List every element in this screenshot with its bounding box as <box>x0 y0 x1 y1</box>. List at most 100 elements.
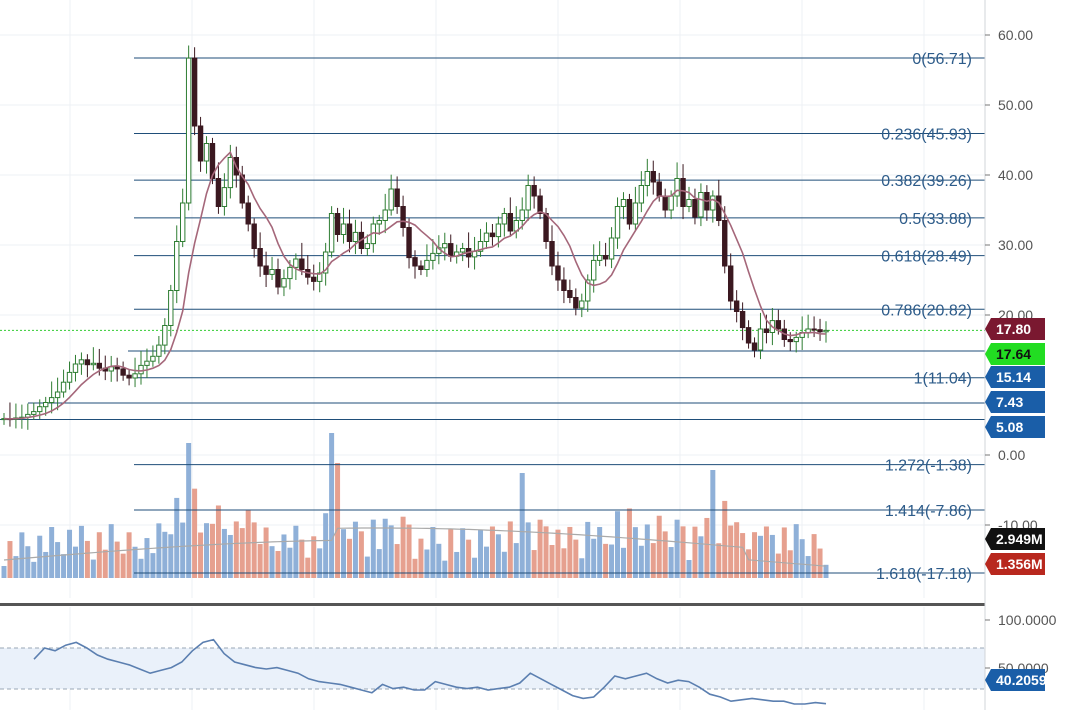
volume-bar <box>329 433 335 578</box>
volume-bar <box>442 560 448 578</box>
candle-body <box>185 57 192 204</box>
volume-bar <box>561 548 567 578</box>
candle-body <box>120 368 126 376</box>
candle-body <box>352 231 359 242</box>
candle-body <box>632 202 639 225</box>
volume-bar <box>406 524 412 578</box>
volume-bar <box>323 513 329 578</box>
candle-body <box>179 202 186 242</box>
candle-body <box>418 265 424 270</box>
fib-level-label: 0.236(45.93) <box>881 126 972 143</box>
volume-bar <box>174 497 180 578</box>
candle-body <box>316 272 323 282</box>
volume-bars <box>1 433 829 578</box>
volume-bar <box>198 532 204 578</box>
volume-bar <box>90 559 96 578</box>
price-badge <box>985 366 1045 388</box>
candle-body <box>364 243 371 250</box>
candle-body <box>42 402 49 408</box>
volume-bar <box>620 547 626 578</box>
candle-body <box>48 397 55 404</box>
price-badge <box>985 669 1045 691</box>
volume-bar <box>394 544 400 578</box>
volume-bar <box>13 556 19 578</box>
moving-average <box>3 150 827 420</box>
volume-bar <box>472 557 478 578</box>
candle-body <box>579 300 585 309</box>
price-badges: 17.80 17.64 15.14 7.43 5.08 2.949M 1.356M 40.20… <box>985 318 1047 691</box>
volume-bar <box>525 522 531 578</box>
volume-bar <box>662 531 668 578</box>
candle-body <box>590 259 597 281</box>
candle-body <box>340 223 347 235</box>
candle-body <box>221 187 228 208</box>
price-badge <box>985 553 1045 575</box>
volume-bar <box>251 522 257 578</box>
volume-bar <box>227 534 233 578</box>
candle-body <box>215 178 222 207</box>
candle-body <box>519 209 525 221</box>
candle-body <box>644 171 651 186</box>
price-badge-label: 15.14 <box>996 369 1031 385</box>
volume-bar <box>1 566 7 578</box>
volume-bar <box>204 523 210 578</box>
volume-bar <box>656 515 662 578</box>
candle-body <box>626 199 633 225</box>
candle-body <box>412 257 418 267</box>
volume-bar <box>400 516 406 578</box>
candle-body <box>573 297 579 309</box>
candle-body <box>448 243 454 257</box>
candle-body <box>66 371 73 383</box>
price-ma-line <box>3 150 827 420</box>
volume-bar <box>311 536 317 578</box>
volume-bar <box>626 508 632 578</box>
candle-body <box>257 248 263 267</box>
volume-bar <box>787 550 793 578</box>
volume-bar <box>597 527 603 578</box>
volume-bar <box>609 544 615 578</box>
price-tick-label: 60.00 <box>998 27 1033 43</box>
candle-body <box>716 195 722 221</box>
rsi-line <box>33 638 827 705</box>
candle-body <box>775 320 782 330</box>
volume-bar <box>799 539 805 578</box>
volume-bar <box>811 534 817 578</box>
candle-body <box>162 325 168 346</box>
rsi-band <box>0 648 985 689</box>
candle-body <box>656 181 662 197</box>
volume-bar <box>180 522 186 578</box>
candle-body <box>84 359 91 366</box>
candle-body <box>430 252 436 261</box>
volume-bar <box>555 529 561 578</box>
candle-body <box>442 243 448 249</box>
price-badge <box>985 343 1045 365</box>
volume-bar <box>448 529 454 578</box>
candle-body <box>150 355 156 362</box>
volume-bar <box>84 540 90 578</box>
candle-body <box>674 178 680 197</box>
candle-body <box>346 223 353 242</box>
volume-bar <box>746 549 752 578</box>
candle-body <box>424 259 430 270</box>
volume-bar <box>638 545 644 578</box>
candle-body <box>132 373 138 379</box>
rsi-tick-label: 100.0000 <box>998 612 1057 628</box>
fib-level-label: 1(11.04) <box>914 371 972 388</box>
candle-body <box>537 195 543 214</box>
candle-body <box>733 300 740 312</box>
candle-body <box>245 202 251 225</box>
volume-bar <box>72 546 78 578</box>
candle-body <box>710 195 716 211</box>
candle-body <box>334 213 341 235</box>
candle-body <box>602 255 609 260</box>
fib-level-label: 1.272(-1.38) <box>885 458 972 475</box>
volume-bar <box>752 532 758 578</box>
volume-bar <box>25 546 31 578</box>
volume-bar <box>49 527 55 578</box>
volume-bar <box>335 463 341 578</box>
candle-body <box>501 213 508 225</box>
candle-body <box>739 311 746 329</box>
